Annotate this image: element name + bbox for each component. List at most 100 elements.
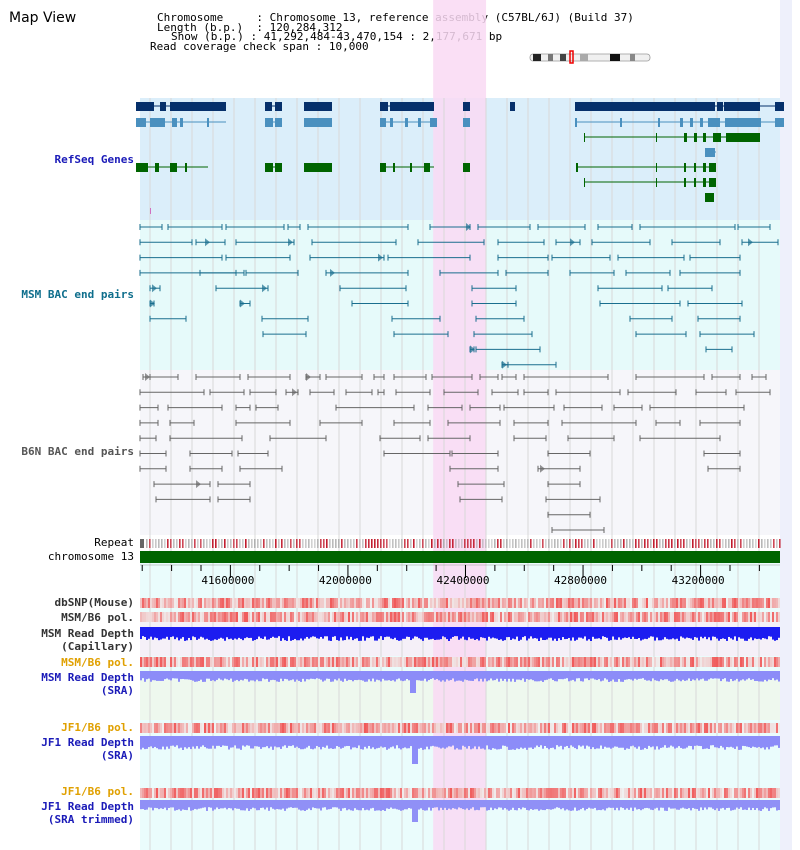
jf1-trimmed-depth-bar — [580, 800, 582, 810]
jf1-trimmed-depth-bar — [618, 800, 620, 811]
msm-capillary-depth-bar — [486, 627, 488, 641]
jf1-sra-depth-bar — [248, 736, 250, 746]
msm-capillary-depth-bar — [354, 627, 356, 639]
jf1-sra-depth-bar — [684, 736, 686, 749]
repeat-element — [776, 539, 778, 548]
jf1-trimmed-depth-bar — [556, 800, 558, 808]
repeat-element — [515, 539, 517, 548]
jf1-trimmed-depth-bar — [574, 800, 576, 808]
msm-b6-pol-strip — [162, 612, 164, 622]
jf1-sra-depth-bar — [274, 736, 276, 747]
jf1-trimmed-depth-bar — [668, 800, 670, 808]
jf1-trimmed-depth-bar — [488, 800, 490, 811]
msm-b6-pol-strip — [660, 657, 662, 667]
jf1-sra-depth-bar — [456, 736, 458, 749]
jf1-b6-pol-strip — [592, 788, 594, 798]
jf1-trimmed-depth-bar — [758, 800, 760, 811]
msm-sra-depth-bar — [520, 671, 522, 681]
msm-capillary-depth-bar — [676, 627, 678, 639]
jf1-b6-pol-strip — [344, 788, 346, 798]
msm-sra-depth-bar — [388, 671, 390, 681]
msm-sra-depth-bar — [632, 671, 634, 681]
jf1-trimmed-depth-bar — [734, 800, 736, 810]
jf1-trimmed-depth-bar — [338, 800, 340, 809]
msm-b6-pol-strip — [284, 657, 286, 667]
jf1-b6-pol-strip — [248, 788, 250, 798]
jf1-b6-pol-strip — [184, 723, 186, 733]
jf1-trimmed-depth-bar — [746, 800, 748, 811]
jf1-sra-depth-bar — [244, 736, 246, 747]
jf1-b6-pol-strip — [168, 788, 170, 798]
jf1-trimmed-depth-bar — [244, 800, 246, 811]
msm-b6-pol-strip — [222, 657, 224, 667]
dbsnp-strip — [746, 598, 748, 608]
msm-sra-depth-bar — [438, 671, 440, 681]
msm-b6-pol-strip — [766, 657, 768, 667]
jf1-b6-pol-strip — [190, 788, 192, 798]
jf1-trimmed-depth-bar — [740, 800, 742, 808]
jf1-b6-pol-strip — [346, 723, 348, 733]
msm-b6-pol-strip — [508, 657, 510, 667]
jf1-b6-pol-strip — [582, 788, 584, 798]
jf1-trimmed-depth-bar — [222, 800, 224, 809]
jf1-b6-pol-strip — [730, 788, 732, 798]
msm-capillary-depth-bar — [734, 627, 736, 637]
msm-b6-pol-strip — [590, 612, 592, 622]
dbsnp-strip — [262, 598, 264, 608]
jf1-sra-depth-bar — [150, 736, 152, 747]
jf1-b6-pol-strip — [206, 723, 208, 733]
span-info: Read coverage check span : 10,000 — [150, 40, 369, 53]
msm-capillary-depth-bar — [628, 627, 630, 638]
jf1-b6-pol-strip — [462, 788, 464, 798]
msm-b6-pol-strip — [310, 657, 312, 667]
jf1-sra-depth-bar — [524, 736, 526, 748]
msm-b6-pol-strip — [484, 657, 486, 667]
msm-capillary-depth-bar — [476, 627, 478, 640]
gene-exon — [136, 102, 154, 111]
msm-b6-pol-strip — [202, 612, 204, 622]
msm-b6-pol-strip — [580, 657, 582, 667]
msm-sra-depth-bar — [192, 671, 194, 681]
repeat-element — [455, 539, 457, 548]
dbsnp-strip — [680, 598, 682, 608]
jf1-sra-depth-bar — [710, 736, 712, 746]
jf1-b6-pol-strip — [778, 788, 780, 798]
jf1-trimmed-depth-bar — [684, 800, 686, 809]
jf1-trimmed-depth-bar — [744, 800, 746, 810]
msm-capillary-depth-bar — [590, 627, 592, 641]
jf1-b6-pol-strip — [502, 788, 504, 798]
jf1-b6-pol-strip — [350, 788, 352, 798]
jf1-b6-pol-strip — [494, 723, 496, 733]
msm-capillary-depth-bar — [294, 627, 296, 639]
msm-sra-depth-bar — [364, 671, 366, 682]
msm-b6-pol-strip — [616, 657, 618, 667]
jf1-b6-pol-strip — [538, 788, 540, 798]
gene-exon — [656, 133, 657, 142]
jf1-b6-pol-strip — [296, 723, 298, 733]
msm-capillary-depth-bar — [678, 627, 680, 641]
dbsnp-strip — [306, 598, 308, 608]
msm-b6-pol-strip — [736, 612, 738, 622]
jf1-b6-pol-strip — [460, 788, 462, 798]
jf1-b6-pol-strip — [204, 788, 206, 798]
jf1-trimmed-depth-bar — [614, 800, 616, 811]
dbsnp-strip — [240, 598, 242, 608]
msm-capillary-depth-bar — [776, 627, 778, 641]
repeat-element — [398, 539, 400, 548]
msm-b6-pol-strip — [588, 657, 590, 667]
msm-sra-depth-bar — [662, 671, 664, 681]
jf1-b6-pol-strip — [558, 723, 560, 733]
msm-b6-pol-strip — [562, 612, 564, 622]
jf1-b6-pol-strip — [432, 788, 434, 798]
jf1-sra-depth-bar — [708, 736, 710, 749]
dbsnp-strip — [408, 598, 410, 608]
msm-b6-pol-strip — [272, 657, 274, 667]
msm-b6-pol-strip — [450, 657, 452, 667]
gene-exon — [725, 118, 761, 127]
msm-sra-depth-bar — [462, 671, 464, 682]
jf1-b6-pol-strip — [450, 723, 452, 733]
jf1-b6-pol-strip — [240, 723, 242, 733]
jf1-sra-depth-bar — [572, 736, 574, 747]
dbsnp-strip — [612, 598, 614, 608]
